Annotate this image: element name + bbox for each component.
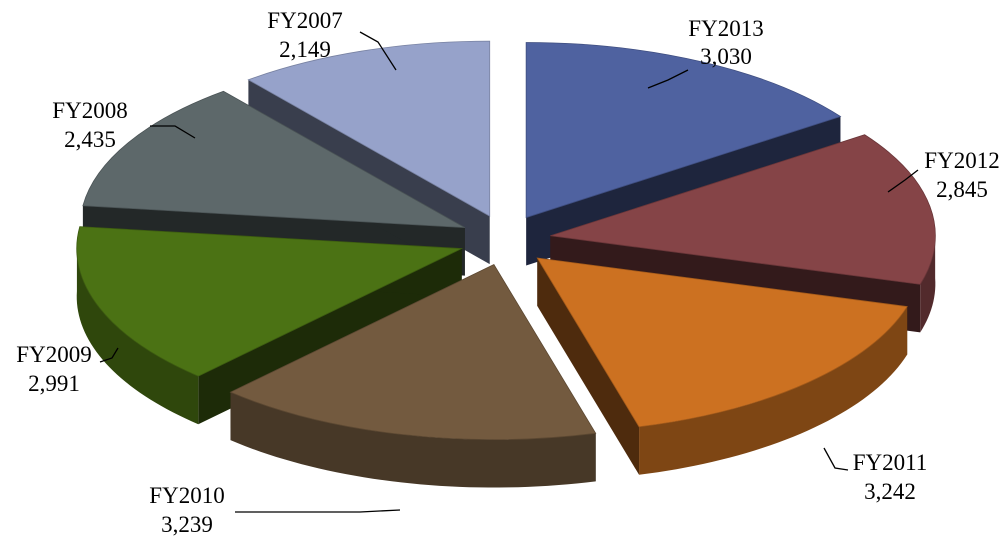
leader-line-fy2007: [359, 31, 397, 71]
slice-label-fy2007: FY2007: [267, 8, 342, 33]
slice-rim-fy2009: [76, 243, 199, 425]
slice-value-fy2007: 2,149: [279, 37, 331, 62]
leader-line-fy2011: [823, 447, 849, 471]
slice-label-fy2008: FY2008: [52, 98, 127, 123]
leader-line-fy2010: [235, 509, 401, 513]
pie-slice-fy2007: [247, 40, 491, 217]
slice-label-fy2012: FY2012: [924, 148, 999, 173]
slice-label-fy2010: FY2010: [149, 483, 224, 508]
slice-value-fy2013: 3,030: [700, 44, 752, 69]
pie-slice-fy2009: [76, 226, 464, 377]
slice-rim-fy2012: [920, 230, 936, 333]
pie-slice-fy2013: [525, 42, 842, 219]
slice-label-fy2013: FY2013: [688, 16, 763, 41]
leader-line-fy2012: [887, 169, 919, 193]
leader-line-fy2008: [150, 125, 196, 139]
slice-label-fy2009: FY2009: [16, 342, 91, 367]
slice-rim-fy2010: [230, 392, 596, 488]
slice-value-fy2011: 3,242: [864, 479, 916, 504]
pie-slice-fy2011: [536, 257, 908, 428]
pie-slice-tops: [76, 40, 936, 440]
leader-line-fy2009: [99, 347, 119, 363]
slice-value-fy2009: 2,991: [28, 371, 80, 396]
pie-slice-fy2012: [550, 134, 936, 285]
slice-rim-fy2011: [639, 306, 908, 475]
slice-value-fy2008: 2,435: [64, 127, 116, 152]
leader-line-fy2013: [647, 69, 689, 89]
slice-value-fy2010: 3,239: [161, 512, 213, 537]
slice-wall-fy2011-1: [537, 258, 640, 475]
pie-slice-fy2010: [229, 264, 597, 440]
pie-slice-fy2008: [82, 90, 466, 229]
slice-value-fy2012: 2,845: [936, 177, 988, 202]
slice-label-fy2011: FY2011: [853, 450, 928, 475]
pie-labels: FY2013 3,030 FY2012 2,845 FY2011 3,242 FY2010 3…: [16, 8, 999, 537]
